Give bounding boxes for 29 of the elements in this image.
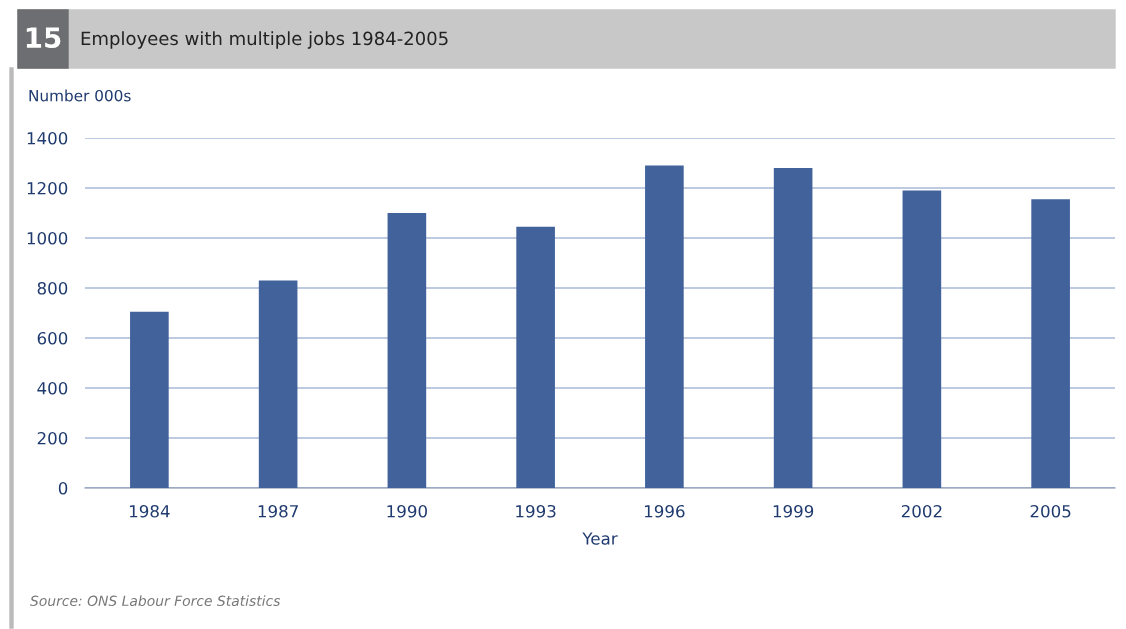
x-tick-label: 2002	[901, 504, 942, 518]
bar	[773, 168, 813, 488]
x-tick-label: 1990	[387, 504, 427, 518]
x-tick-label: 1987	[258, 504, 298, 518]
bar	[516, 226, 555, 488]
text: 15	[26, 27, 61, 49]
source-note: Source: ONS Labour Force Statistics	[30, 595, 281, 607]
y-tick-label: 0	[58, 481, 68, 495]
x-axis-title: Year	[582, 532, 618, 545]
bar	[258, 280, 298, 488]
y-tick-label: 1400	[27, 131, 68, 145]
bar	[387, 213, 427, 488]
x-tick-label: 1984	[130, 504, 170, 518]
bar	[1031, 199, 1070, 488]
x-tick-label: 1993	[516, 504, 556, 518]
y-tick-label: 800	[37, 281, 68, 295]
bar	[645, 165, 684, 488]
y-tick-label: 400	[37, 381, 68, 395]
y-tick-label: 600	[37, 331, 68, 345]
chart-title: Employees with multiple jobs 1984-2005	[81, 31, 448, 49]
y-axis-title: Number 000s	[29, 89, 131, 102]
bar	[130, 311, 169, 488]
y-tick-label: 1000	[27, 231, 68, 245]
x-tick-label: 1996	[645, 504, 685, 518]
y-tick-label: 1200	[27, 181, 68, 195]
y-tick-label: 200	[37, 431, 68, 445]
x-tick-label: 2005	[1030, 504, 1071, 518]
x-tick-label: 1999	[773, 504, 814, 518]
bar	[902, 190, 942, 488]
